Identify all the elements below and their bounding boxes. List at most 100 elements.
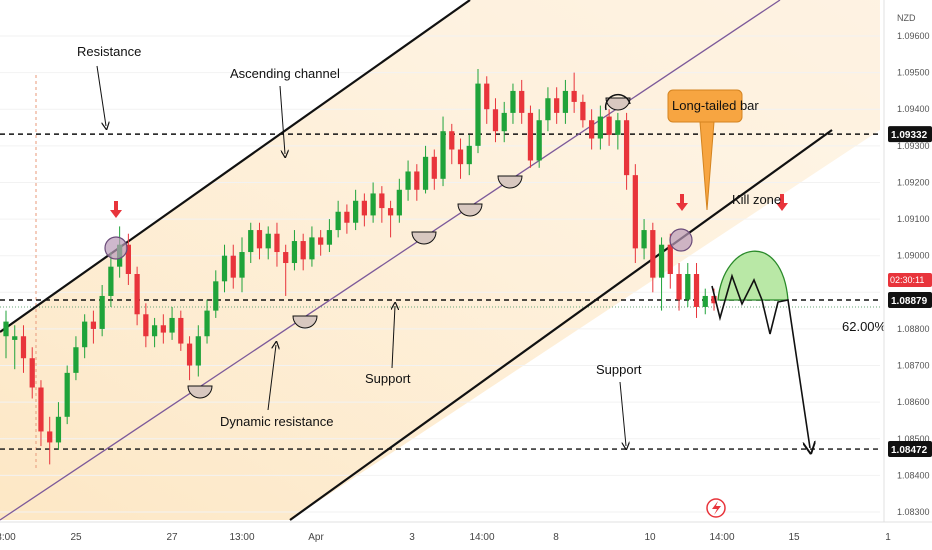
candle[interactable] xyxy=(431,149,437,190)
candle[interactable] xyxy=(370,182,376,223)
candle[interactable] xyxy=(414,164,420,201)
candle-body xyxy=(230,255,236,278)
candle[interactable] xyxy=(38,380,44,447)
candle[interactable] xyxy=(623,112,630,190)
candle[interactable] xyxy=(353,189,359,231)
time-tick: 10 xyxy=(644,532,656,543)
candle[interactable] xyxy=(283,244,289,296)
candle[interactable] xyxy=(90,310,97,344)
candle[interactable] xyxy=(256,222,263,260)
candle[interactable] xyxy=(20,325,27,373)
candle[interactable] xyxy=(693,263,700,318)
candle[interactable] xyxy=(29,347,35,399)
candle[interactable] xyxy=(134,266,140,326)
candle[interactable] xyxy=(606,109,612,146)
candle[interactable] xyxy=(160,314,166,344)
candle[interactable] xyxy=(702,288,708,315)
candle[interactable] xyxy=(291,230,298,271)
candle[interactable] xyxy=(99,284,105,337)
candle[interactable] xyxy=(379,186,385,223)
candle[interactable] xyxy=(309,226,315,267)
candle[interactable] xyxy=(562,79,569,124)
candle[interactable] xyxy=(632,164,638,264)
candle[interactable] xyxy=(641,219,647,260)
channel-lower-line[interactable] xyxy=(289,129,833,521)
candle[interactable] xyxy=(650,222,656,293)
kill-zone-shape[interactable] xyxy=(717,250,789,301)
candle[interactable] xyxy=(326,219,333,253)
candle[interactable] xyxy=(108,252,114,307)
candle[interactable] xyxy=(396,178,402,223)
candle[interactable] xyxy=(265,226,271,260)
candle[interactable] xyxy=(519,79,525,124)
candle[interactable] xyxy=(676,263,682,311)
price-tick: 1.08400 xyxy=(897,470,930,480)
candle[interactable] xyxy=(274,222,280,267)
candle[interactable] xyxy=(125,233,131,285)
candle[interactable] xyxy=(405,160,411,201)
candle[interactable] xyxy=(536,109,542,168)
candle[interactable] xyxy=(186,336,193,381)
candle[interactable] xyxy=(492,98,499,143)
candle[interactable] xyxy=(300,233,306,271)
candle[interactable] xyxy=(449,123,455,165)
dynamic-resistance-line[interactable] xyxy=(0,0,781,521)
candle[interactable] xyxy=(195,325,201,377)
candle[interactable] xyxy=(597,105,603,150)
candle[interactable] xyxy=(545,87,551,132)
candle[interactable] xyxy=(510,83,516,124)
candle[interactable] xyxy=(571,72,577,113)
candle[interactable] xyxy=(64,365,70,425)
candle-body xyxy=(632,175,638,249)
candle[interactable] xyxy=(221,244,228,293)
candle[interactable] xyxy=(440,116,446,187)
candle[interactable] xyxy=(344,204,350,234)
candle[interactable] xyxy=(3,310,9,359)
candle-body xyxy=(99,295,105,329)
candle[interactable] xyxy=(457,138,464,179)
candle[interactable] xyxy=(484,76,490,124)
candle[interactable] xyxy=(143,303,149,348)
candle[interactable] xyxy=(580,94,586,128)
candle[interactable] xyxy=(73,336,79,381)
candle[interactable] xyxy=(239,237,245,293)
candle-body xyxy=(387,208,394,216)
candle[interactable] xyxy=(55,402,62,450)
price-axis[interactable]: NZD 1.09600 1.09500 1.09400 1.09300 1.09200 1.… xyxy=(883,0,932,550)
candle[interactable] xyxy=(335,200,341,238)
candle[interactable] xyxy=(615,112,621,150)
candle-body xyxy=(693,274,700,307)
resistance-price-tag[interactable] xyxy=(888,126,932,143)
candle[interactable] xyxy=(82,314,88,359)
candle[interactable] xyxy=(361,193,367,227)
candle-body xyxy=(396,189,402,216)
candle[interactable] xyxy=(387,200,394,238)
candle[interactable] xyxy=(466,134,472,176)
candle[interactable] xyxy=(204,299,210,344)
candle-body xyxy=(431,156,437,179)
candle[interactable] xyxy=(151,317,158,348)
candle[interactable] xyxy=(178,310,184,351)
candle[interactable] xyxy=(213,270,219,318)
time-axis[interactable]: 3:00 25 27 13:00 Apr 3 14:00 8 10 14:00 15 1 xyxy=(0,521,932,550)
candle[interactable] xyxy=(230,244,236,289)
candle[interactable] xyxy=(169,306,175,340)
candle[interactable] xyxy=(554,87,560,124)
candle[interactable] xyxy=(589,109,595,150)
candle[interactable] xyxy=(501,101,507,143)
channel-upper-line[interactable] xyxy=(0,0,471,333)
candle[interactable] xyxy=(318,230,324,256)
candle[interactable] xyxy=(685,263,691,307)
candle[interactable] xyxy=(527,105,534,168)
candle[interactable] xyxy=(248,222,254,264)
candle-body xyxy=(650,230,656,278)
candle-body xyxy=(519,90,525,113)
candle[interactable] xyxy=(12,325,18,370)
current-price-tag[interactable] xyxy=(888,291,932,308)
candle[interactable] xyxy=(422,145,429,194)
candle[interactable] xyxy=(475,68,481,154)
candle[interactable] xyxy=(658,237,665,311)
support-price-tag[interactable] xyxy=(888,441,932,458)
candle[interactable] xyxy=(47,416,53,465)
